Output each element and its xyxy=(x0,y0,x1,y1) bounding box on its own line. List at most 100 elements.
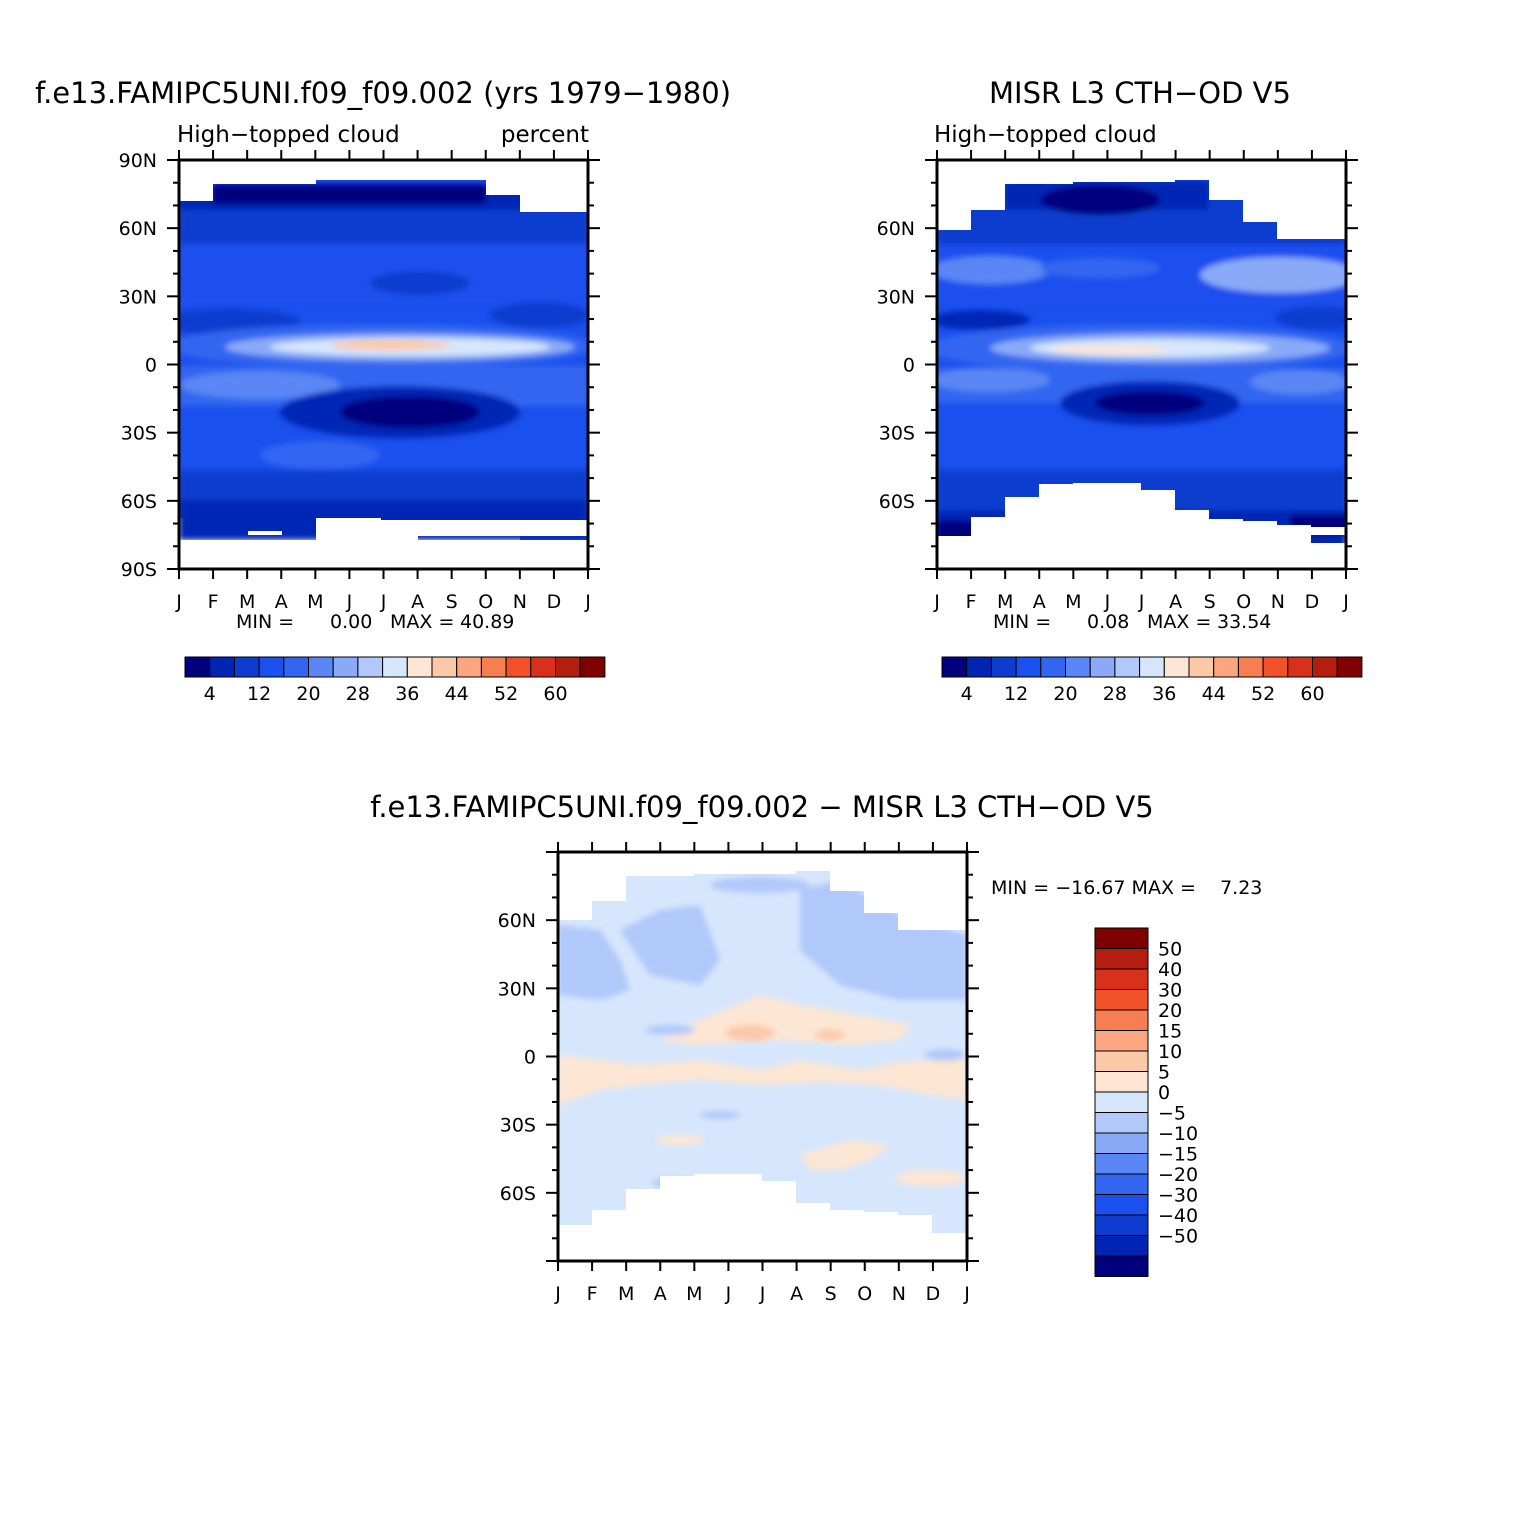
x-tick-label: M xyxy=(618,1283,634,1305)
colorbar-swatch xyxy=(990,656,1017,678)
colorbar-swatch xyxy=(1094,927,1149,949)
colorbar-swatch xyxy=(1094,989,1149,1011)
contour-field xyxy=(179,160,588,569)
colorbar-label: 20 xyxy=(1158,1000,1182,1022)
colorbar-swatch xyxy=(1040,656,1067,678)
x-tick-label: D xyxy=(926,1283,941,1305)
y-tick-label: 60S xyxy=(879,491,915,513)
colorbar-swatch xyxy=(1094,1050,1149,1072)
y-tick-label: 60S xyxy=(500,1183,536,1205)
colorbar-swatch xyxy=(1336,656,1363,678)
colorbar-label: −20 xyxy=(1158,1164,1198,1186)
colorbar-label: 12 xyxy=(1004,683,1028,705)
x-tick-label: J xyxy=(759,1283,766,1305)
colorbar-label: −5 xyxy=(1158,1103,1186,1125)
colorbar-swatch xyxy=(1094,1009,1149,1031)
x-tick-label: J xyxy=(175,591,182,613)
colorbar-label: 30 xyxy=(1158,980,1182,1002)
colorbar-label: −50 xyxy=(1158,1226,1198,1248)
colorbar-label: 12 xyxy=(247,683,271,705)
colorbar-swatch xyxy=(966,656,992,678)
max-value: 33.54 xyxy=(1217,611,1271,633)
x-tick-label: M xyxy=(997,591,1013,613)
y-tick-label: 30N xyxy=(877,286,915,308)
colorbar-swatch xyxy=(1139,656,1165,678)
colorbar-swatch xyxy=(1065,656,1091,678)
x-tick-label: S xyxy=(825,1283,837,1305)
x-tick-label: J xyxy=(933,591,940,613)
x-tick-label: J xyxy=(346,591,353,613)
x-tick-label: J xyxy=(725,1283,732,1305)
colorbar-label: −10 xyxy=(1158,1123,1198,1145)
y-tick-label: 60N xyxy=(119,218,157,240)
x-tick-label: N xyxy=(1271,591,1285,613)
panel-difference: f.e13.FAMIPC5UNI.f09_f09.002 − MISR L3 C… xyxy=(370,790,1262,1305)
colorbar-swatch xyxy=(1094,1030,1149,1052)
colorbar-label: 52 xyxy=(1251,683,1275,705)
colorbar-swatch xyxy=(1237,656,1264,678)
colorbar-swatch xyxy=(1015,656,1042,678)
colorbar-label: −30 xyxy=(1158,1185,1198,1207)
colorbar-label: 20 xyxy=(1053,683,1077,705)
x-tick-label: A xyxy=(790,1283,803,1305)
y-tick-label: 0 xyxy=(145,355,157,377)
colorbar-swatch xyxy=(1094,1214,1149,1236)
y-tick-label: 30S xyxy=(500,1115,536,1137)
min-label: MIN = xyxy=(993,611,1051,633)
colorbar-swatch xyxy=(332,656,359,678)
colorbar-label: 44 xyxy=(445,683,469,705)
x-tick-label: J xyxy=(1104,591,1111,613)
panel-title: MISR L3 CTH−OD V5 xyxy=(989,76,1291,110)
colorbar-swatch xyxy=(1213,656,1239,678)
x-tick-label: A xyxy=(654,1283,667,1305)
min-value: 0.08 xyxy=(1087,611,1129,633)
colorbar-swatch xyxy=(1094,1235,1149,1257)
colorbar-label: 15 xyxy=(1158,1021,1182,1043)
x-tick-label: M xyxy=(239,591,255,613)
x-tick-label: M xyxy=(307,591,323,613)
colorbar-label: 50 xyxy=(1158,939,1182,961)
colorbar-label: −40 xyxy=(1158,1205,1198,1227)
x-tick-label: M xyxy=(1065,591,1081,613)
colorbar-swatch xyxy=(431,656,458,678)
colorbar-label: 36 xyxy=(395,683,419,705)
x-tick-label: J xyxy=(584,591,591,613)
colorbar-swatch xyxy=(480,656,507,678)
x-tick-label: J xyxy=(1342,591,1349,613)
colorbar-label: 10 xyxy=(1158,1041,1182,1063)
colorbar-label: 28 xyxy=(1103,683,1127,705)
colorbar-swatch xyxy=(308,656,334,678)
max-value: 40.89 xyxy=(460,611,514,633)
colorbar-label: 60 xyxy=(543,683,567,705)
y-tick-label: 30N xyxy=(498,978,536,1000)
y-tick-label: 30S xyxy=(121,423,157,445)
colorbar-swatch xyxy=(357,656,384,678)
y-tick-label: 60N xyxy=(877,218,915,240)
colorbar-label: 4 xyxy=(204,683,216,705)
colorbar-swatch xyxy=(1312,656,1338,678)
x-tick-label: S xyxy=(446,591,458,613)
colorbar-swatch xyxy=(1094,968,1149,990)
colorbar: 4 12 20 28 36 44 52 60 xyxy=(184,656,606,705)
colorbar-swatch xyxy=(1094,1071,1149,1093)
colorbar-label: 5 xyxy=(1158,1062,1170,1084)
panel-subtitle-left: High−topped cloud xyxy=(177,122,400,148)
colorbar: 4 12 20 28 36 44 52 60 xyxy=(941,656,1363,705)
min-label: MIN = xyxy=(236,611,294,633)
colorbar-swatch xyxy=(555,656,581,678)
min-value: 0.00 xyxy=(330,611,372,633)
colorbar-label: 0 xyxy=(1158,1082,1170,1104)
y-tick-label: 60S xyxy=(121,491,157,513)
x-tick-label: A xyxy=(1169,591,1182,613)
panel-subtitle-left: High−topped cloud xyxy=(934,122,1157,148)
colorbar-swatch xyxy=(184,656,211,678)
max-label: MAX = xyxy=(1147,611,1211,633)
colorbar-swatch xyxy=(1287,656,1314,678)
colorbar-label: 20 xyxy=(296,683,320,705)
colorbar-swatch xyxy=(283,656,309,678)
